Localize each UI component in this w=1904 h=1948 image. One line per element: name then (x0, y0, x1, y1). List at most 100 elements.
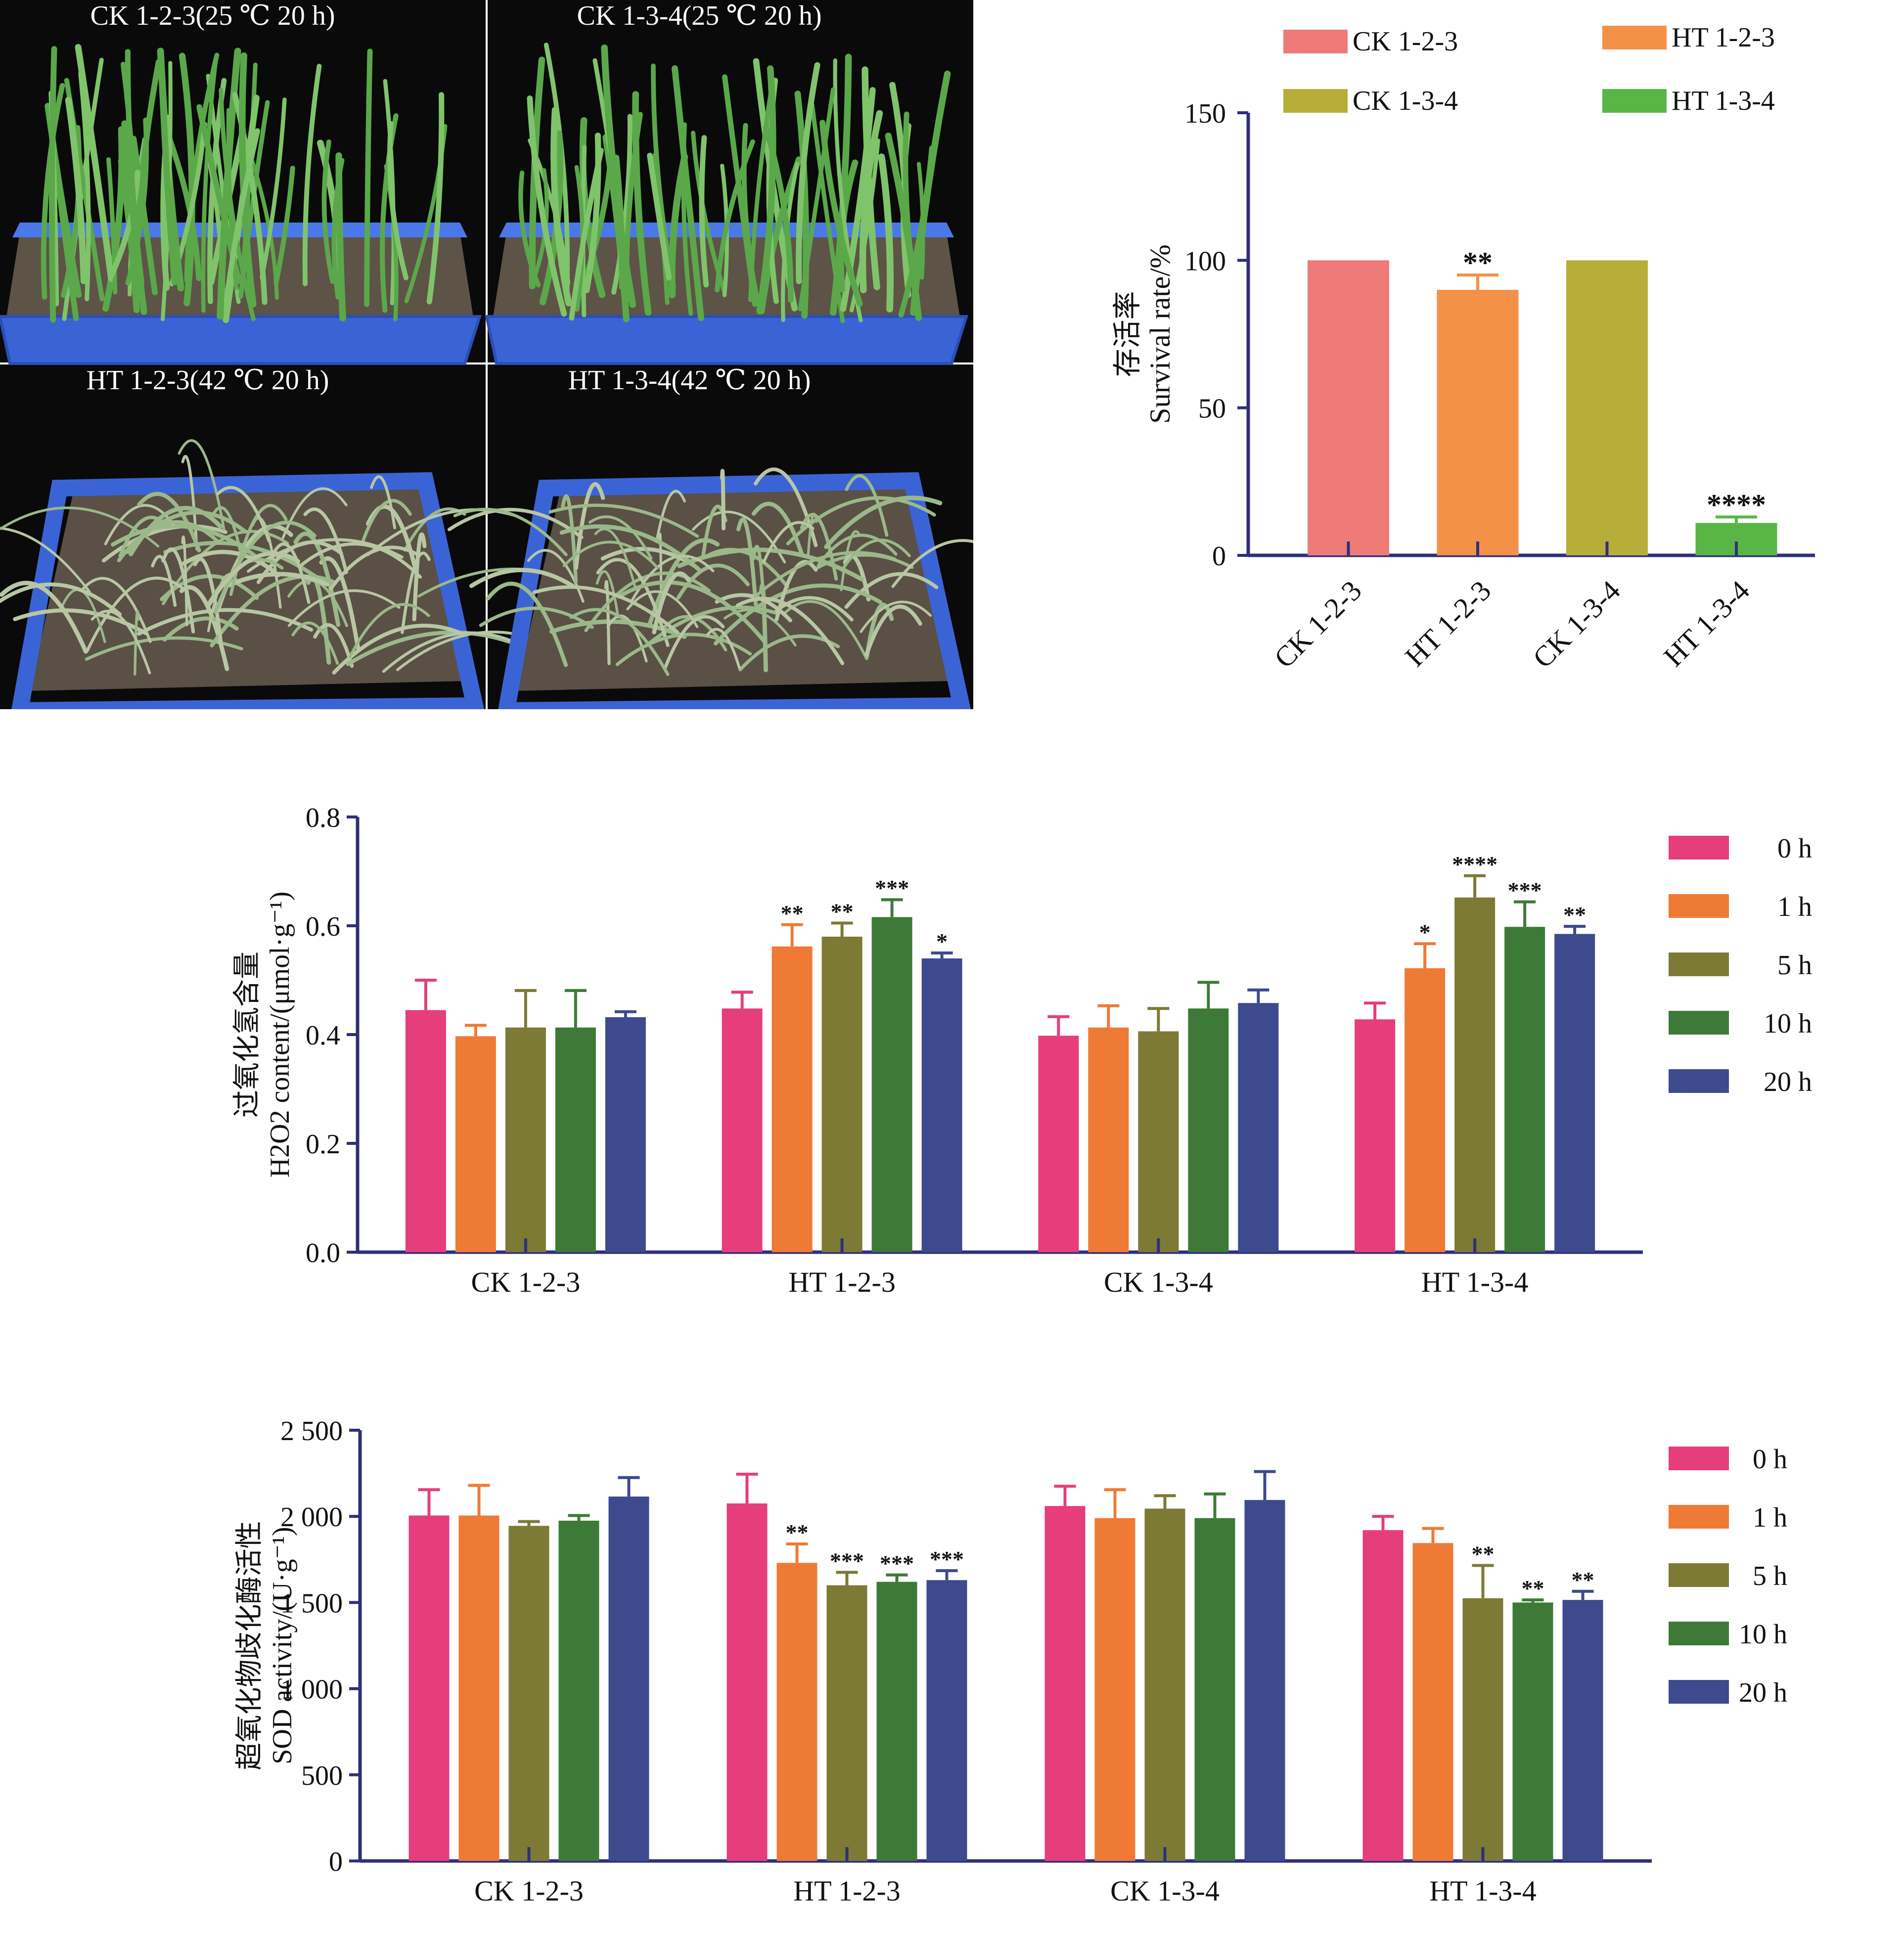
y-tick-label: 0.4 (306, 1020, 340, 1051)
y-tick-label: 0 (1212, 541, 1226, 572)
bar (926, 1580, 967, 1861)
legend-label: CK 1-2-3 (1353, 26, 1458, 57)
bar (455, 1036, 496, 1252)
y-tick-label: 50 (1198, 394, 1226, 424)
bar (1562, 1600, 1603, 1861)
y-axis-label-cn: 超氧化物歧化酶活性 (234, 1521, 265, 1770)
bar (1362, 1530, 1404, 1861)
bar (776, 1563, 817, 1861)
significance-label: *** (1508, 878, 1542, 903)
significance-label: ** (786, 1520, 809, 1545)
y-axis-label-en: H2O2 content/(μmol·g⁻¹) (265, 892, 295, 1178)
significance-label: ** (1472, 1541, 1495, 1566)
bar (876, 1582, 917, 1861)
legend-swatch (1669, 1011, 1729, 1035)
sod-chart: 0 500 1 000 1 500 2 000 2 500 超氧化物歧化酶活性SOD act… (234, 1416, 1787, 1907)
bar (1308, 260, 1389, 555)
bar (1355, 1019, 1396, 1252)
bar (1554, 934, 1595, 1252)
bar (722, 1008, 763, 1252)
y-tick-label: 2 500 (280, 1416, 343, 1447)
x-tick-label: CK 1-2-3 (1268, 574, 1368, 674)
bar (1188, 1008, 1229, 1252)
y-tick-label: 500 (301, 1761, 343, 1791)
y-tick-label: 2 000 (280, 1502, 343, 1533)
legend-swatch (1669, 836, 1729, 860)
bar (555, 1027, 596, 1252)
legend-label: 5 h (1753, 1561, 1787, 1591)
legend-label: 5 h (1777, 950, 1812, 981)
bar (458, 1515, 499, 1861)
bar (1512, 1602, 1553, 1861)
bar (726, 1503, 768, 1861)
bar (1194, 1518, 1235, 1861)
photo-ck-1-3-4: CK 1-3-4(25 ℃ 20 h) (485, 0, 969, 365)
legend-swatch (1283, 89, 1348, 113)
y-tick-label: 0.0 (306, 1238, 340, 1268)
bar (826, 1585, 867, 1861)
legend-swatch (1669, 1069, 1729, 1093)
bar (1238, 1003, 1279, 1252)
y-tick-label: 0.8 (306, 803, 340, 833)
bar (608, 1496, 649, 1861)
y-tick-label: 0 (329, 1847, 343, 1877)
y-axis-label: 过氧化氢含量H2O2 content/(μmol·g⁻¹) (232, 892, 295, 1178)
bar (605, 1017, 646, 1252)
x-tick-label: CK 1-3-4 (1110, 1875, 1220, 1907)
significance-label: * (1419, 919, 1431, 945)
bar (821, 937, 862, 1252)
significance-label: *** (830, 1548, 864, 1573)
x-tick-label: CK 1-3-4 (1104, 1266, 1213, 1298)
y-tick-label: 1 000 (280, 1675, 343, 1705)
significance-label: ** (1563, 902, 1586, 927)
legend-swatch (1669, 1680, 1729, 1704)
photo-label: HT 1-2-3(42 ℃ 20 h) (87, 365, 329, 396)
bar (558, 1520, 599, 1861)
legend-label: 20 h (1764, 1067, 1812, 1097)
legend-swatch (1669, 894, 1729, 918)
significance-label: ** (1522, 1576, 1544, 1601)
bar (771, 946, 813, 1252)
bar (1144, 1508, 1185, 1861)
plant-icon (0, 44, 482, 365)
legend-label: 10 h (1739, 1619, 1787, 1650)
legend-label: CK 1-3-4 (1353, 86, 1458, 116)
x-tick-label: HT 1-3-4 (1657, 574, 1756, 673)
bar (1405, 968, 1446, 1252)
y-tick-label: 0.2 (306, 1129, 340, 1160)
bar (921, 958, 962, 1252)
photo-label: CK 1-2-3(25 ℃ 20 h) (90, 0, 335, 31)
legend-swatch (1669, 1447, 1729, 1470)
legend-label: 1 h (1753, 1502, 1787, 1533)
significance-label: ** (781, 901, 804, 926)
x-tick-label: CK 1-2-3 (471, 1266, 581, 1298)
photo-ht-1-2-3: HT 1-2-3(42 ℃ 20 h) (0, 365, 600, 709)
plant-icon (0, 439, 600, 709)
x-tick-label: HT 1-2-3 (1399, 574, 1497, 673)
bar (408, 1515, 450, 1861)
significance-label: * (936, 929, 948, 954)
bar (1566, 260, 1648, 555)
y-tick-label: 0.6 (306, 911, 340, 942)
bar (1094, 1518, 1135, 1861)
legend-swatch (1602, 89, 1667, 113)
y-axis-label-en: Survival rate/% (1144, 244, 1176, 423)
significance-label: **** (1707, 488, 1766, 521)
y-tick-label: 150 (1184, 98, 1226, 129)
y-tick-label: 1 500 (280, 1588, 343, 1619)
bar (1244, 1500, 1285, 1861)
bar (1504, 927, 1545, 1252)
legend-label: 0 h (1753, 1444, 1787, 1475)
x-tick-label: CK 1-3-4 (1527, 574, 1627, 674)
bar (871, 917, 912, 1252)
legend-label: 1 h (1777, 892, 1812, 922)
legend-swatch (1283, 30, 1348, 53)
significance-label: **** (1452, 852, 1497, 877)
significance-label: *** (880, 1551, 914, 1576)
bar (508, 1526, 549, 1861)
plant-icon (447, 467, 973, 709)
y-axis-label: 超氧化物歧化酶活性SOD activity/(U·g⁻¹) (234, 1521, 298, 1770)
survival-chart: 0 50 100 150 存活率Survival rate/% CK 1-2-3 ** HT … (1111, 22, 1815, 674)
significance-label: ** (831, 899, 854, 924)
bar (1437, 290, 1519, 555)
